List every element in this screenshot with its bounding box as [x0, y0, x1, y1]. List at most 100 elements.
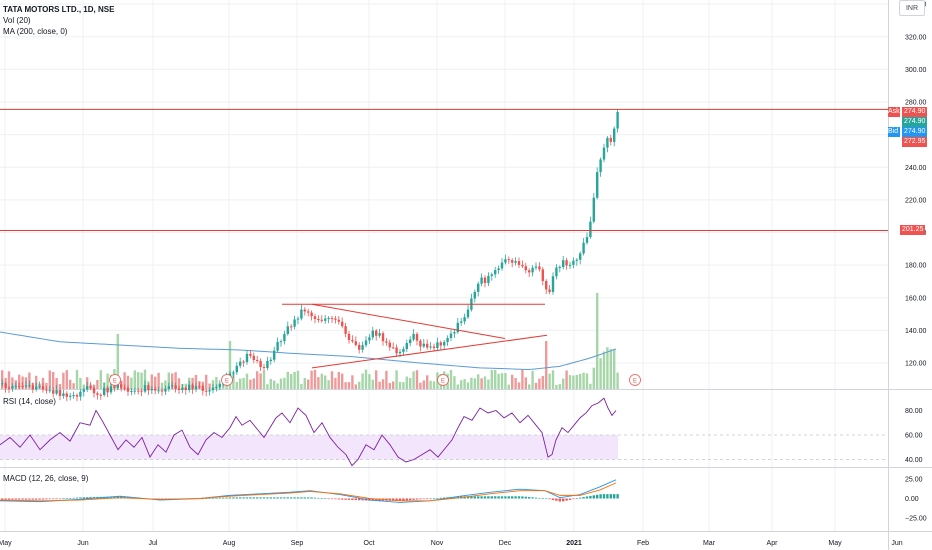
volume-bar [609, 349, 612, 389]
macd-histogram-bar [602, 494, 606, 499]
volume-bar [310, 370, 313, 389]
ma-legend[interactable]: MA (200, close, 0) [3, 27, 68, 36]
macd-histogram-bar [327, 498, 330, 500]
macd-histogram-bar [242, 497, 245, 499]
volume-bar [528, 384, 531, 389]
volume-bar [572, 375, 575, 389]
vol-legend[interactable]: Vol (20) [3, 16, 31, 25]
candle-body [514, 261, 517, 263]
volume-bar [613, 349, 616, 389]
rsi-legend[interactable]: RSI (14, close) [3, 397, 56, 406]
macd-legend[interactable]: MACD (12, 26, close, 9) [3, 474, 89, 483]
volume-bar [375, 370, 378, 389]
candle-body [368, 337, 371, 341]
volume-bar [205, 374, 208, 389]
candle-body [239, 361, 242, 366]
volume-bar [55, 377, 58, 389]
macd-histogram-bar [58, 498, 62, 500]
candle-body [65, 393, 68, 397]
volume-bar [262, 371, 266, 389]
candle-body [313, 316, 317, 319]
candle-body [327, 317, 330, 319]
volume-bar [371, 379, 374, 389]
candle-body [385, 341, 388, 343]
candle-body [48, 390, 51, 392]
volume-bar [252, 378, 255, 389]
support-line-tag: 201.25 [900, 225, 926, 235]
currency-button[interactable]: INR [899, 0, 925, 16]
candle-body [606, 137, 609, 148]
trendline [311, 334, 548, 369]
volume-bar [130, 377, 133, 389]
macd-histogram-bar [14, 498, 17, 500]
price-axis-tick-label: 320.00 [905, 34, 927, 41]
volume-bar [432, 381, 436, 389]
volume-bar [65, 370, 68, 389]
volume-bar [48, 370, 51, 389]
volume-bar [405, 376, 408, 389]
rsi-axis-tick-label: 40.00 [905, 457, 923, 464]
candle-body [96, 393, 99, 395]
candle-body [398, 351, 402, 354]
macd-histogram-bar [48, 498, 51, 500]
candle-body [116, 384, 119, 388]
macd-histogram-bar [398, 498, 402, 501]
candle-body [194, 386, 198, 390]
volume-bar [266, 384, 269, 389]
candle-body [568, 264, 572, 266]
volume-bar [69, 379, 72, 389]
macd-histogram-bar [538, 497, 541, 499]
rsi-line [0, 397, 617, 467]
time-axis-tick-label: May [828, 540, 842, 547]
candle-body [432, 346, 436, 349]
candle-body [388, 342, 391, 348]
macd-histogram-bar [524, 496, 527, 499]
volume-bar [99, 370, 102, 389]
candle-body [545, 280, 548, 290]
macd-histogram-bar [453, 496, 456, 499]
candle-body [494, 270, 497, 275]
macd-histogram-bar [86, 497, 89, 499]
macd-histogram-bar [337, 498, 340, 500]
low-price-tag: 272.95 [902, 137, 928, 147]
macd-histogram-bar [201, 498, 204, 500]
volume-bar [514, 377, 517, 389]
volume-bar [232, 373, 235, 389]
time-axis-tick-label: Sep [291, 540, 304, 547]
macd-histogram-bar [375, 498, 378, 501]
macd-axis-tick-label: −25.00 [905, 516, 927, 523]
candle-body [337, 319, 340, 322]
candle-body [449, 333, 453, 339]
volume-bar [497, 373, 500, 389]
candle-body [205, 390, 208, 392]
macd-histogram-bar [473, 496, 476, 499]
macd-histogram-bar [606, 494, 609, 499]
macd-histogram-bar [276, 497, 279, 499]
macd-histogram-bar [371, 498, 374, 501]
candle-body [500, 262, 504, 269]
macd-histogram-bar [432, 498, 436, 499]
candle-body [21, 385, 24, 387]
candle-body [198, 386, 201, 388]
macd-histogram-bar [575, 498, 578, 499]
earnings-event-marker [629, 374, 641, 386]
volume-bar [208, 383, 211, 389]
macd-histogram-bar [283, 497, 286, 499]
volume-bar [449, 369, 453, 389]
time-axis-tick-label: 2021 [566, 540, 582, 547]
macd-histogram-bar [558, 498, 561, 502]
candle-body [480, 277, 483, 284]
macd-histogram-bar [443, 497, 446, 499]
macd-histogram-bar [487, 496, 490, 499]
volume-bar [171, 373, 174, 389]
candle-body [4, 383, 7, 388]
candle-body [351, 340, 354, 342]
candle-body [276, 341, 279, 351]
symbol-title[interactable]: TATA MOTORS LTD., 1D, NSE [3, 5, 115, 14]
macd-histogram-bar [344, 498, 347, 500]
candle-body [307, 311, 310, 313]
macd-histogram-bar [415, 498, 419, 500]
volume-bar [174, 372, 177, 389]
volume-bar [133, 370, 136, 389]
